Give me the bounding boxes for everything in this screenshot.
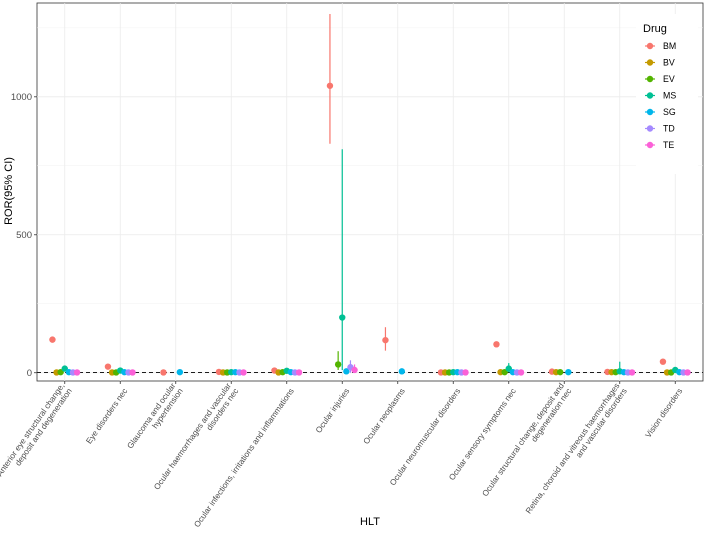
legend-key-point-bv: [646, 59, 654, 66]
point-bm: [160, 369, 167, 376]
x-tick-label-line: Glaucoma and ocular: [125, 381, 177, 450]
legend-title: Drug: [643, 23, 667, 35]
panel-background: [36, 2, 704, 382]
point-te: [129, 369, 136, 376]
point-ev: [556, 368, 564, 376]
y-tick-label: 1000: [11, 92, 32, 103]
point-bm: [104, 363, 112, 370]
point-bm: [382, 336, 389, 344]
legend-key-point-td: [646, 125, 654, 132]
legend-items: BM BV EV MS SG TD TE: [645, 41, 676, 150]
point-te: [462, 369, 469, 376]
x-tick-label: Ocular structural change, deposit anddeg…: [481, 381, 574, 503]
x-axis-ticks: Anterior eye structural change,deposit a…: [0, 381, 684, 529]
point-te: [517, 369, 525, 376]
point-te: [684, 369, 691, 376]
legend-label-td: TD: [663, 124, 675, 134]
legend-key-point-bm: [646, 42, 654, 50]
x-tick-label-line: Retina, choroid and vitreous haemorrhage…: [524, 382, 621, 516]
x-tick-label: Glaucoma and ocularhypertension: [125, 381, 185, 455]
x-tick-label-line: Anterior eye structural change,: [0, 382, 66, 478]
point-sg: [565, 368, 572, 376]
legend-key-point-te: [646, 141, 654, 149]
point-te: [295, 369, 303, 376]
x-tick-label: Ocular neoplasms: [362, 387, 407, 446]
point-ev: [334, 361, 342, 368]
x-tick-label-line: Eye disorders nec: [84, 387, 129, 446]
y-axis-ticks: 0 500 1000: [11, 92, 37, 379]
x-tick-label-line: Vision disorders: [644, 387, 685, 440]
x-tick-label: Retina, choroid and vitreous haemorrhage…: [524, 382, 629, 521]
x-axis-title: HLT: [360, 516, 380, 528]
x-tick-label-line: Ocular neoplasms: [362, 387, 407, 446]
point-ms: [339, 314, 346, 321]
legend-background: [636, 14, 698, 174]
point-sg: [343, 368, 350, 375]
point-te: [628, 369, 636, 376]
y-tick-label: 0: [27, 368, 32, 379]
legend-key-point-ms: [646, 92, 654, 99]
legend: Drug BM BV EV MS SG TD TE: [636, 14, 698, 174]
x-tick-label-line: Ocular injuries: [314, 387, 351, 435]
y-tick-label: 500: [16, 230, 32, 241]
legend-key-point-sg: [646, 108, 654, 116]
legend-label-te: TE: [663, 140, 674, 150]
legend-label-bm: BM: [663, 41, 676, 51]
legend-label-ms: MS: [663, 91, 676, 101]
legend-label-sg: SG: [663, 107, 676, 117]
x-tick-label-line: deposit and degeneration: [13, 386, 74, 467]
x-tick-label: Ocular injuries: [314, 387, 351, 435]
grid: [37, 3, 703, 381]
legend-label-bv: BV: [663, 58, 675, 68]
point-bm: [659, 358, 667, 365]
legend-label-ev: EV: [663, 74, 675, 84]
y-axis-title: ROR(95% CI): [3, 157, 15, 225]
point-te: [351, 366, 358, 374]
point-sg: [398, 368, 406, 375]
x-tick-label: Vision disorders: [644, 387, 685, 440]
x-tick-label-line: and vascular disorders: [574, 387, 629, 460]
legend-key-point-ev: [646, 75, 654, 83]
point-sg: [176, 368, 184, 376]
point-te: [240, 369, 247, 376]
x-tick-label: Eye disorders nec: [84, 387, 129, 446]
point-bm: [326, 82, 334, 89]
point-bm: [49, 336, 56, 343]
point-bm: [493, 341, 500, 348]
x-tick-label: Anterior eye structural change,deposit a…: [0, 381, 74, 483]
point-te: [73, 369, 81, 376]
data-points: [49, 82, 691, 376]
